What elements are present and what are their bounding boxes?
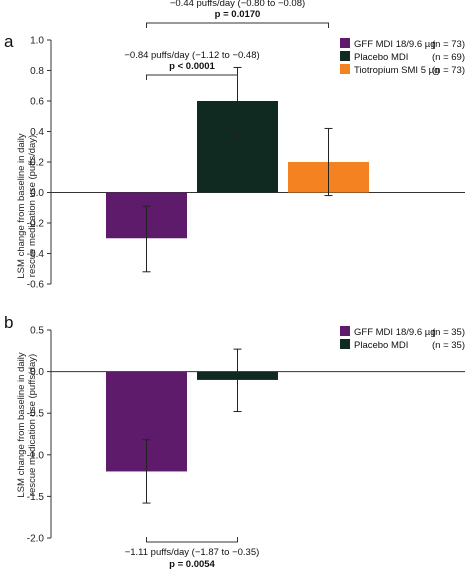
y-tick-label: -0.4: [27, 249, 45, 260]
comparison-bracket: [146, 537, 238, 543]
legend-n-label: (n = 73): [432, 65, 465, 76]
y-tick-label: 0.8: [30, 66, 44, 77]
legend-n-label: (n = 35): [432, 327, 465, 338]
comparison-p-value: p = 0.0054: [169, 559, 215, 570]
panel-a-letter: a: [4, 32, 14, 51]
legend-n-label: (n = 69): [432, 52, 465, 63]
y-tick-label: 0.0: [30, 188, 44, 199]
legend-series-name: GFF MDI 18/9.6 µg: [354, 327, 436, 338]
panel-a-bars: [106, 66, 369, 273]
panel-a-comparisons: −0.44 puffs/day (−0.80 to −0.08)p = 0.01…: [124, 0, 329, 80]
y-tick-label: 0.4: [30, 127, 44, 138]
legend-swatch: [340, 326, 350, 336]
comparison-effect: −0.84 puffs/day (−1.12 to −0.48): [124, 50, 259, 61]
comparison-bracket: [146, 74, 238, 80]
legend-swatch: [340, 339, 350, 349]
legend-n-label: (n = 35): [432, 340, 465, 351]
panel-a-ylabel-line1: LSM change from baseline in daily: [16, 133, 27, 278]
y-tick-label: -1.0: [27, 450, 45, 461]
y-tick-label: -0.5: [27, 409, 45, 420]
y-tick-label: 0.0: [30, 367, 44, 378]
panel-b-y-axis: 0.5 0.0 -0.5 -1.0 -1.5 -2.0: [27, 326, 465, 545]
panel-a-ylabel-line2: rescue medication use (puffs/day): [27, 135, 38, 277]
panel-b-ylabel-line1: LSM change from baseline in daily: [16, 352, 27, 497]
comparison-bracket: [146, 22, 329, 28]
panel-b-legend: GFF MDI 18/9.6 µg(n = 35)Placebo MDI (n =…: [340, 326, 465, 351]
comparison-effect: −0.44 puffs/day (−0.80 to −0.08): [170, 0, 305, 9]
legend-n-label: (n = 73): [432, 39, 465, 50]
y-tick-label: -2.0: [27, 534, 45, 545]
y-tick-label: -0.6: [27, 280, 45, 291]
panel-b: b LSM change from baseline in daily resc…: [4, 313, 465, 570]
panel-a-ylabel: LSM change from baseline in daily rescue…: [16, 133, 38, 278]
legend-swatch: [340, 38, 350, 48]
y-tick-label: -0.2: [27, 219, 45, 230]
legend-series-name: Placebo MDI: [354, 340, 408, 351]
y-tick-label: -1.5: [27, 492, 45, 503]
panel-b-ylabel: LSM change from baseline in daily rescue…: [16, 352, 38, 497]
y-tick-label: 1.0: [30, 36, 44, 47]
panel-b-letter: b: [4, 313, 13, 332]
panel-b-ylabel-line2: rescue medication use (puffs/day): [27, 354, 38, 496]
panel-a-legend: GFF MDI 18/9.6 µg(n = 73)Placebo MDI (n =…: [340, 38, 465, 76]
comparison-p-value: p < 0.0001: [169, 61, 215, 72]
comparison-effect: −1.11 puffs/day (−1.87 to −0.35): [125, 547, 260, 558]
legend-series-name: Placebo MDI: [354, 52, 408, 63]
legend-series-name: GFF MDI 18/9.6 µg: [354, 39, 436, 50]
panel-b-comparisons: −1.11 puffs/day (−1.87 to −0.35)p = 0.00…: [125, 537, 260, 570]
legend-series-name: Tiotropium SMI 5 µg: [354, 65, 439, 76]
comparison-p-value: p = 0.0170: [215, 9, 261, 20]
legend-swatch: [340, 64, 350, 74]
y-tick-label: 0.6: [30, 97, 44, 108]
y-tick-label: 0.5: [30, 326, 44, 337]
legend-swatch: [340, 51, 350, 61]
panel-a: a LSM change from baseline in daily resc…: [4, 0, 465, 291]
y-tick-label: 0.2: [30, 158, 44, 169]
panel-b-bars: [106, 348, 278, 504]
